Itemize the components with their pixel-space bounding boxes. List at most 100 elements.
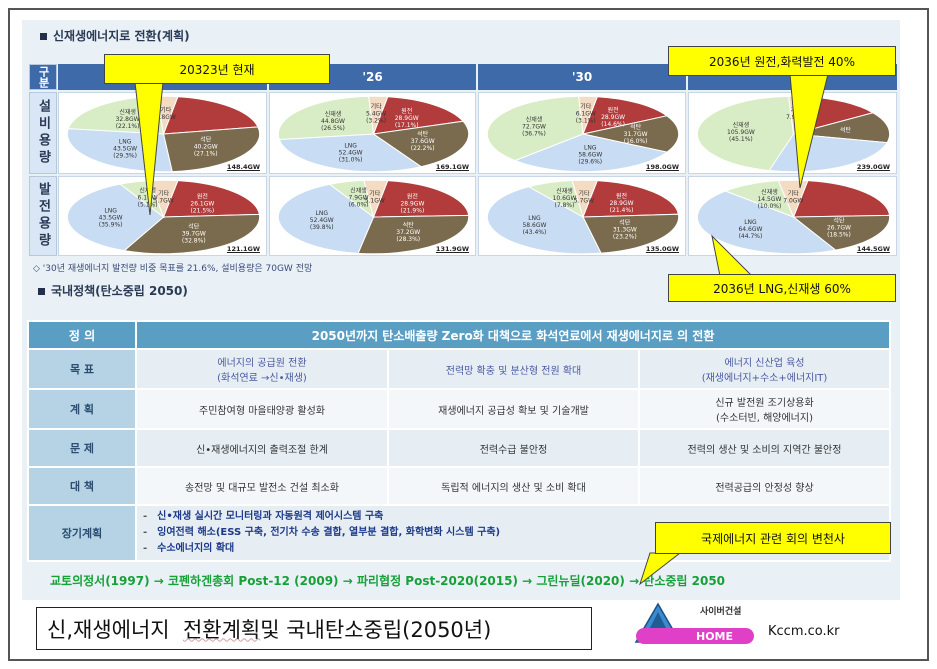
pie-label: 원전 28.9GW (14.6%): [601, 106, 625, 128]
table-cell: 전력망 확충 및 분산형 전원 확대: [387, 348, 640, 390]
pie-cell: 원전 26.1GW (21.5%) 석탄 39.7GW (32.8%) LNG 43.5GW(…: [58, 176, 267, 256]
section-title-policy: 국내정책(탄소중립 2050): [38, 282, 188, 299]
pie-slice-신재생: [277, 95, 375, 140]
site-url[interactable]: Kccm.co.kr: [768, 624, 840, 639]
row-label-measure: 대 책: [27, 466, 137, 506]
table-cell: 독립적 에너지의 생산 및 소비 확대: [387, 466, 640, 506]
pie-chart: 원전 28.9GW (21.4%) 석탄 31.3GW (23.2%) LNG 58.6GW(…: [486, 179, 680, 255]
pie-label: 석탄 37.2GW (28.3%): [396, 221, 420, 243]
section-title-renewable: 신재생에너지로 전환(계획): [40, 27, 190, 44]
pie-slice-석탄: [372, 120, 470, 168]
pie-label: 석탄 40.2GW (27.1%): [194, 135, 218, 157]
table-cell: 주민참여형 마을태양광 활성화: [135, 388, 389, 430]
pie-label: 기타 5.4GW (3.2%): [366, 102, 386, 124]
pie-slice-LNG: [513, 133, 669, 173]
pie-chart: 석탄 26.7GW (18.5%)LNG 64.6GW (44.7%)신재생 14.5GW…: [696, 179, 891, 255]
definition-label: 정 의: [27, 320, 137, 350]
pie-cell: 석탄 26.7GW (18.5%) LNG 64.6GW (44.7%) 신재생 14.5GW…: [688, 176, 897, 256]
longterm-cell: - 신•재생 실시간 모니터링과 자동원격 제어시스템 구축 - 잉여전력 해소(E…: [134, 504, 892, 562]
pie-label: LNG 58.6GW (43.4%): [522, 215, 546, 236]
pie-label: 원전 26.1GW (21.5%): [190, 192, 214, 214]
pie-slice-석탄: [582, 213, 680, 254]
page-title: 신,재생에너지 전환계획 및 국내탄소중립(2050년): [36, 607, 592, 650]
table-cell: 신규 발전원 조기상용화 (수소터빈, 해양에너지): [637, 388, 892, 430]
pie-label: 기타 5.8GW: [156, 106, 176, 121]
list-item: - 신•재생 실시간 모니터링과 자동원격 제어시스템 구축: [143, 511, 384, 522]
pie-slice-석탄: [162, 126, 261, 173]
pie-slice-신재생: [486, 95, 584, 162]
table-row: 문 제 신•재생에너지의 출력조절 한계 전력수급 불안정 전력의 생산 및 소…: [27, 428, 892, 468]
pie-slice-석탄: [123, 213, 261, 255]
pie-slice-원전: [162, 180, 261, 218]
pie-label: 기타 5.7GW: [574, 189, 594, 204]
pie-slice-원전: [162, 96, 259, 135]
pie-label: 신재생 72.7GW (36.7%): [522, 115, 546, 137]
pie-total-label: 121.1GW: [226, 245, 260, 253]
row-label-longterm: 장기계획: [27, 504, 137, 562]
pie-chart: 원전 28.9GW (14.6%) 석탄 31.7GW (16.0%) LNG 58.6GW(…: [486, 95, 680, 173]
pie-cell: 석탄 40.2GW (27.1%) LNG 43.5GW (29.3%) 신재생 32.8GW…: [58, 92, 267, 174]
pie-total-label: 239.0GW: [856, 163, 890, 171]
table-cell: 전력의 생산 및 소비의 지역간 불안정: [637, 428, 892, 468]
pie-label: 기타 5.1GW: [365, 189, 385, 204]
pie-total-label: 169.1GW: [435, 163, 469, 171]
row-label-problem: 문 제: [27, 428, 137, 468]
pie-label: 원전 28.9GW (17.1%): [395, 107, 419, 129]
pie-total-label: 144.5GW: [856, 245, 890, 253]
pie-label: LNG 58.6GW (29.6%): [578, 145, 602, 166]
pie-slice-LNG: [277, 183, 375, 254]
pie-cell: 원전 28.9GW (14.6%) 석탄 31.7GW (16.0%) LNG 58.6GW(…: [478, 92, 686, 174]
longterm-list: - 신•재생 실시간 모니터링과 자동원격 제어시스템 구축 - 잉여전력 해소(E…: [137, 509, 889, 557]
pie-label: 신재생 7.9GW (6.0%): [348, 187, 368, 209]
pie-slice-기타: [368, 95, 389, 135]
table-row: 대 책 송전망 및 대규모 발전소 건설 최소화 독립적 에너지의 생산 및 소…: [27, 466, 892, 506]
pie-chart: 원전 28.9GW (21.9%) 석탄 37.2GW (28.3%) LNG 52.4GW(…: [277, 179, 470, 255]
pie-cell: 원전 28.9GW (21.4%) 석탄 31.3GW (23.2%) LNG 58.6GW(…: [478, 176, 686, 256]
pie-slice-원전: [582, 96, 669, 135]
table-row: 목 표 에너지의 공급원 전환 (화석연료 →신•재생) 전력망 확충 및 분산…: [27, 348, 892, 390]
pie-label: LNG 52.4GW (31.0%): [339, 143, 363, 164]
pie-total-label: 131.9GW: [435, 245, 469, 253]
row-label-capacity: 설비용량: [29, 92, 57, 174]
pie-slice-원전: [582, 180, 680, 218]
pie-slice-신재생: [696, 95, 795, 172]
pie-label: 석탄 39.7GW (32.8%): [182, 223, 206, 245]
cyber-construction-home-logo[interactable]: 사이버건설 HOME: [632, 602, 762, 648]
definition-text: 2050년까지 탄소배출량 Zero화 대책으로 화석연료에서 재생에너지로 의…: [134, 320, 892, 350]
row-label-goal: 목 표: [27, 348, 137, 390]
policy-table: 정 의 2050년까지 탄소배출량 Zero화 대책으로 화석연료에서 재생에너…: [27, 320, 892, 562]
pie-slice-석탄: [357, 214, 470, 255]
square-bullet-icon: [40, 33, 47, 40]
callout-nuclear-thermal: 2036년 원전,화력발전 40%: [668, 46, 896, 76]
pie-label: 석탄 26.7GW (18.5%): [827, 216, 851, 238]
pie-slice-기타: [363, 179, 389, 219]
pie-total-label: 198.0GW: [645, 163, 679, 171]
pie-label: 기타 7.0GW: [783, 189, 803, 204]
forecast-note: ◇ '30년 재생에너지 발전량 비중 목표를 21.6%, 설비용량은 70G…: [29, 262, 879, 277]
table-cell: 신•재생에너지의 출력조절 한계: [135, 428, 389, 468]
pie-label: LNG 43.5GW (35.9%): [99, 207, 123, 228]
pie-cell: 원전 28.9GW (17.1%) 석탄 37.6GW (22.2%) LNG 52.4GW(…: [269, 92, 476, 174]
pie-label: 신재생 32.8GW (22.1%): [116, 108, 140, 130]
conference-timeline: 교토의정서(1997) → 코펜하겐총회 Post-12 (2009) → 파리…: [50, 574, 726, 588]
table-cell: 에너지 신산업 육성 (재생에너지+수소+에너지IT): [637, 348, 892, 390]
row-label-plan: 계 획: [27, 388, 137, 430]
callout-intl-conference: 국제에너지 관련 회의 변천사: [655, 522, 891, 554]
pie-slice-석탄: [582, 115, 680, 153]
pie-label: 석탄: [840, 126, 852, 134]
pie-slice-기타: [571, 179, 599, 219]
table-row: 계 획 주민참여형 마을태양광 활성화 재생에너지 공급성 확보 및 기술개발 …: [27, 388, 892, 430]
logo-graphic: 사이버건설 HOME: [634, 602, 754, 644]
pie-label: 신재생 14.5GW (10.0%): [757, 188, 781, 210]
pie-slice-LNG: [486, 186, 602, 255]
table-row: 장기계획 - 신•재생 실시간 모니터링과 자동원격 제어시스템 구축 - 잉여전력…: [27, 504, 892, 562]
pie-slice-기타: [578, 95, 599, 135]
year-header-2: '30: [478, 64, 686, 90]
table-cell: 전력공급의 안정성 향상: [637, 466, 892, 506]
logo-text-top: 사이버건설: [700, 605, 741, 617]
pie-label: LNG 52.4GW (39.8%): [310, 210, 334, 231]
table-cell: 전력수급 불안정: [387, 428, 640, 468]
list-item: - 잉여전력 해소(ESS 구축, 전기차 수송 결합, 열부분 결합, 화학변화…: [143, 527, 501, 538]
grid-corner-label: 구분: [29, 64, 57, 90]
pie-slice-석탄: [792, 214, 891, 251]
